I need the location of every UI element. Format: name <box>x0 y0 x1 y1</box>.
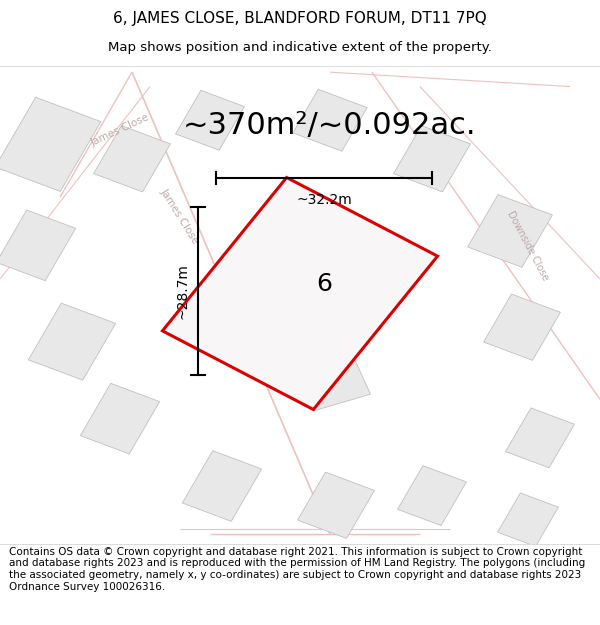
Text: James Close: James Close <box>159 187 201 246</box>
Text: ~370m²/~0.092ac.: ~370m²/~0.092ac. <box>183 111 477 139</box>
Polygon shape <box>484 294 560 361</box>
Polygon shape <box>0 210 76 281</box>
Text: ~32.2m: ~32.2m <box>296 192 352 207</box>
Polygon shape <box>293 89 367 151</box>
Polygon shape <box>289 340 371 411</box>
Polygon shape <box>467 194 553 268</box>
Text: Map shows position and indicative extent of the property.: Map shows position and indicative extent… <box>108 41 492 54</box>
Polygon shape <box>506 408 574 468</box>
Polygon shape <box>394 126 470 192</box>
Polygon shape <box>398 466 466 526</box>
Polygon shape <box>0 98 101 191</box>
Text: ~28.7m: ~28.7m <box>176 263 190 319</box>
Polygon shape <box>28 303 116 380</box>
Polygon shape <box>80 383 160 454</box>
Text: Downside Close: Downside Close <box>505 209 551 282</box>
Text: Contains OS data © Crown copyright and database right 2021. This information is : Contains OS data © Crown copyright and d… <box>9 547 585 592</box>
Polygon shape <box>298 472 374 538</box>
Text: 6, JAMES CLOSE, BLANDFORD FORUM, DT11 7PQ: 6, JAMES CLOSE, BLANDFORD FORUM, DT11 7P… <box>113 11 487 26</box>
Polygon shape <box>94 126 170 192</box>
Polygon shape <box>176 90 244 150</box>
Text: 6: 6 <box>316 272 332 296</box>
Polygon shape <box>163 177 437 409</box>
Text: James Close: James Close <box>89 112 151 148</box>
Polygon shape <box>182 451 262 521</box>
Polygon shape <box>497 493 559 546</box>
